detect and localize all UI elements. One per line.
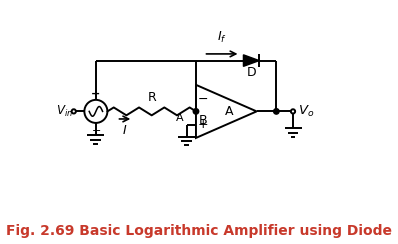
Polygon shape: [244, 55, 259, 66]
Text: A: A: [225, 105, 234, 118]
Text: A: A: [176, 113, 183, 123]
Text: $+$: $+$: [197, 118, 208, 131]
Text: R: R: [147, 91, 156, 104]
Text: $V_{in}$: $V_{in}$: [57, 104, 74, 119]
Text: $-$: $-$: [91, 124, 101, 134]
Text: D: D: [246, 66, 256, 79]
Text: $-$: $-$: [197, 92, 208, 105]
Text: +: +: [91, 89, 101, 99]
Circle shape: [193, 109, 199, 114]
Text: $I_f$: $I_f$: [217, 30, 227, 45]
Text: Fig. 2.69 Basic Logarithmic Amplifier using Diode: Fig. 2.69 Basic Logarithmic Amplifier us…: [6, 224, 392, 238]
Text: $V_o$: $V_o$: [298, 104, 315, 119]
Circle shape: [273, 109, 279, 114]
Text: I: I: [123, 124, 127, 137]
Text: B: B: [199, 114, 208, 127]
